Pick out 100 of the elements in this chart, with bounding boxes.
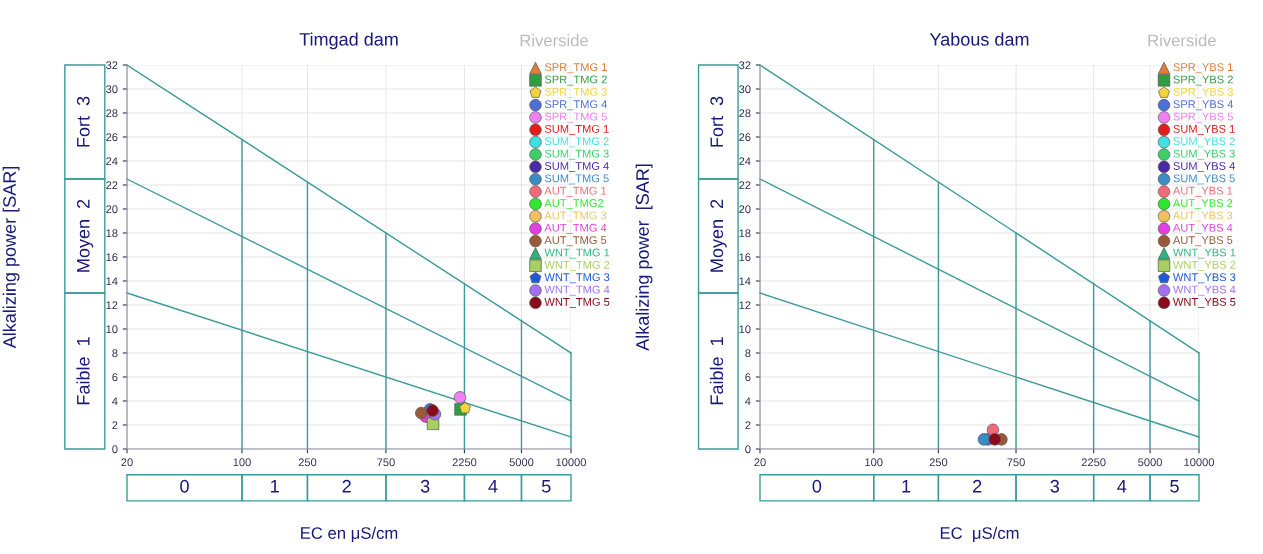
y-tick-label: 6 <box>112 373 118 382</box>
legend-label: WNT_YBS 5 <box>1172 297 1236 308</box>
legend-label: AUT_YBS 5 <box>1172 236 1233 247</box>
y-tick-label: 20 <box>106 205 118 214</box>
legend-label: SUM_TMG 3 <box>544 149 609 160</box>
y-tick-label: 10 <box>106 325 118 334</box>
y-tick-label: 8 <box>112 349 118 358</box>
legend-label: SPR_YBS 5 <box>1173 112 1233 123</box>
x-tick-label: 2250 <box>452 458 477 467</box>
chart-title: Timgad dam <box>299 32 398 50</box>
legend-label: AUT_YBS 2 <box>1172 199 1233 210</box>
text: Faible 1 <box>76 337 90 405</box>
legend-label: WNT_TMG 4 <box>544 285 610 296</box>
legend-label: SUM_TMG 4 <box>544 162 609 172</box>
legend-label: WNT_TMG 2 <box>544 260 610 271</box>
x-tick-label: 5000 <box>1138 458 1162 467</box>
legend-label: WNT_YBS 4 <box>1172 285 1236 296</box>
y-tick-label: 4 <box>112 397 118 406</box>
text: 4 <box>1117 480 1127 493</box>
y-tick-label: 2 <box>112 421 118 430</box>
y-tick-label: 10 <box>739 325 751 334</box>
x-tick-label: 250 <box>929 458 948 467</box>
y-tick-label: 16 <box>106 253 118 262</box>
y-tick-label: 0 <box>112 445 118 454</box>
text: Riverside <box>520 34 589 47</box>
y-tick-label: 32 <box>739 61 751 70</box>
text: 1 <box>902 480 911 493</box>
x-tick-label: 100 <box>233 458 251 467</box>
legend-label: WNT_YBS 1 <box>1172 248 1236 259</box>
text: Riverside <box>1148 34 1216 47</box>
y-tick-label: 32 <box>106 61 118 70</box>
y-tick-label: 28 <box>106 109 118 118</box>
legend-label: SPR_TMG 5 <box>544 112 607 123</box>
y-tick-label: 8 <box>745 349 751 358</box>
legend-label: AUT_TMG 4 <box>544 223 607 234</box>
x-axis-title: EC en μS/cm <box>301 526 398 542</box>
text: Fort 3 <box>76 96 90 147</box>
y-tick-label: 4 <box>745 397 751 406</box>
legend-label: SUM_TMG 1 <box>544 124 609 135</box>
y-tick-label: 12 <box>739 301 751 310</box>
legend-label: SPR_TMG 2 <box>544 75 607 86</box>
text: 1 <box>271 480 279 493</box>
legend-label: AUT_YBS 1 <box>1172 186 1233 197</box>
legend-label: SUM_TMG 2 <box>544 137 609 148</box>
legend-label: SUM_YBS 5 <box>1173 174 1235 185</box>
x-tick-label: 750 <box>1007 458 1025 467</box>
legend-label: SPR_YBS 4 <box>1173 100 1234 111</box>
x-tick-label: 20 <box>754 458 766 467</box>
y-tick-label: 18 <box>739 229 751 238</box>
legend-label: AUT_YBS 3 <box>1172 211 1233 222</box>
y-tick-label: 18 <box>106 229 118 238</box>
x-axis-title: EC μS/cm <box>940 526 1019 542</box>
legend-label: SPR_TMG 3 <box>544 87 607 98</box>
legend-label: AUT_TMG 3 <box>544 211 607 222</box>
y-axis-title: Alkalizing power [SAR] <box>2 166 20 349</box>
legend-label: WNT_TMG 1 <box>544 248 610 259</box>
y-tick-label: 28 <box>739 109 751 118</box>
text: Faible 1 <box>709 337 724 405</box>
x-tick-label: 2250 <box>1081 458 1106 467</box>
y-tick-label: 14 <box>739 277 751 286</box>
legend-label: AUT_TMG 1 <box>544 186 607 197</box>
legend-label: SPR_YBS 2 <box>1173 75 1233 86</box>
legend-label: SPR_YBS 1 <box>1173 63 1233 74</box>
legend-label: SUM_YBS 2 <box>1173 137 1235 148</box>
legend-label: WNT_TMG 3 <box>544 273 610 284</box>
x-tick-label: 10000 <box>1184 458 1215 467</box>
legend-label: SUM_TMG 5 <box>544 174 609 185</box>
legend-label: SPR_TMG 1 <box>544 63 607 74</box>
text: Moyen 2 <box>76 199 94 272</box>
text: 2 <box>342 479 351 493</box>
legend-label: SUM_YBS 4 <box>1173 162 1235 172</box>
y-tick-label: 12 <box>106 301 118 310</box>
x-tick-label: 250 <box>298 458 317 467</box>
y-axis-title: Alkalizing power [SAR] <box>635 164 653 351</box>
y-tick-label: 14 <box>106 277 118 286</box>
y-tick-label: 24 <box>739 157 751 166</box>
legend-label: AUT_TMG2 <box>544 199 604 210</box>
y-tick-label: 30 <box>739 85 751 94</box>
text: 3 <box>420 479 430 493</box>
text: 5 <box>1170 480 1179 493</box>
text: 0 <box>180 479 189 493</box>
legend-label: AUT_TMG 5 <box>544 236 607 247</box>
text: 4 <box>488 480 498 493</box>
legend-label: SUM_YBS 1 <box>1173 124 1235 135</box>
x-tick-label: 750 <box>377 458 395 467</box>
legend-label: SPR_YBS 3 <box>1173 87 1233 98</box>
text: Moyen 2 <box>710 199 727 272</box>
y-tick-label: 24 <box>106 157 118 166</box>
y-tick-label: 20 <box>739 205 751 214</box>
legend-label: SPR_TMG 4 <box>544 100 608 111</box>
y-tick-label: 26 <box>739 133 751 142</box>
text: 2 <box>973 479 982 493</box>
legend-label: WNT_TMG 5 <box>544 297 610 308</box>
chart-title: Yabous dam <box>929 32 1029 46</box>
text: 5 <box>541 480 551 493</box>
y-tick-label: 30 <box>106 85 118 94</box>
x-tick-label: 100 <box>865 458 883 467</box>
text: 0 <box>812 479 822 493</box>
x-tick-label: 10000 <box>556 458 587 467</box>
y-tick-label: 22 <box>739 181 751 190</box>
